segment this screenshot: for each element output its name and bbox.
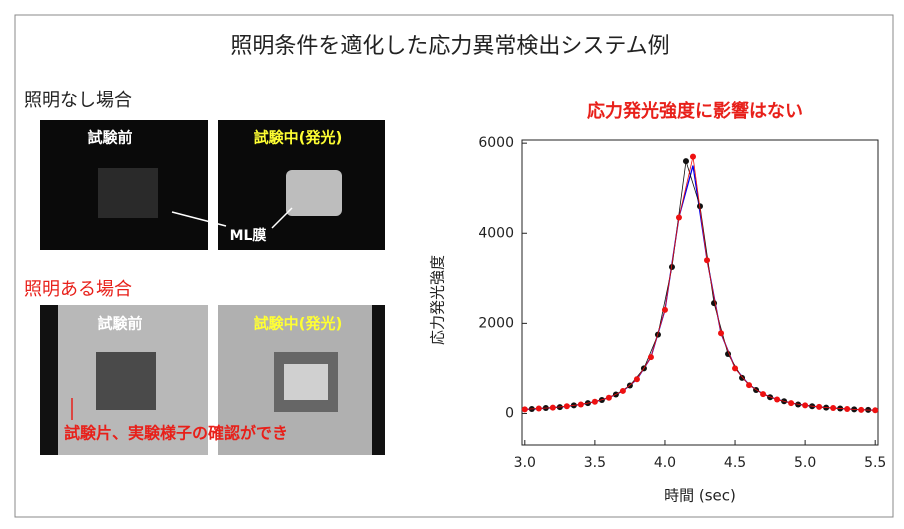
point xyxy=(816,404,822,410)
point xyxy=(858,407,864,413)
point xyxy=(788,400,794,406)
x-tick-label: 3.5 xyxy=(584,455,606,471)
y-tick-label: 6000 xyxy=(478,135,514,151)
point xyxy=(760,391,766,397)
point xyxy=(634,376,640,382)
point xyxy=(662,307,668,313)
point xyxy=(718,330,724,336)
photo-glow xyxy=(286,170,342,216)
photo-sample xyxy=(96,352,156,410)
panel-heading: 照明ある場合 xyxy=(24,279,132,300)
panel-heading: 照明なし場合 xyxy=(24,90,132,111)
photo-sample xyxy=(98,168,158,218)
point xyxy=(802,402,808,408)
point xyxy=(522,406,528,412)
photo-label: 試験前 xyxy=(87,129,132,147)
point xyxy=(746,382,752,388)
point xyxy=(830,405,836,411)
point xyxy=(872,407,878,413)
point xyxy=(711,300,717,306)
point xyxy=(564,403,570,409)
point xyxy=(844,406,850,412)
point xyxy=(676,214,682,220)
point xyxy=(620,388,626,394)
x-axis-label: 時間 (sec) xyxy=(664,487,736,505)
point xyxy=(550,405,556,411)
photo-edge xyxy=(372,305,385,455)
photo-edge xyxy=(40,305,58,455)
x-tick-label: 4.0 xyxy=(654,455,676,471)
photo-label: 試験中(発光) xyxy=(254,129,343,147)
y-tick-label: 4000 xyxy=(478,225,514,241)
x-tick-label: 5.5 xyxy=(864,455,886,471)
point xyxy=(536,406,542,412)
point xyxy=(690,154,696,160)
x-tick-label: 5.0 xyxy=(794,455,816,471)
y-axis-label: 応力発光強度 xyxy=(429,255,447,345)
x-tick-label: 3.0 xyxy=(514,455,536,471)
slide: 照明条件を適化した応力異常検出システム例 照明なし場合 試験前 試験中(発光) … xyxy=(0,0,904,529)
point xyxy=(648,354,654,360)
photo-sample xyxy=(284,364,328,400)
point xyxy=(683,158,689,164)
y-tick-label: 2000 xyxy=(478,315,514,331)
point xyxy=(704,257,710,263)
point xyxy=(578,401,584,407)
point xyxy=(606,395,612,401)
point xyxy=(732,365,738,371)
point xyxy=(592,399,598,405)
photo-label: 試験中(発光) xyxy=(254,315,343,333)
page: {"title": "照明条件を適化した応力異常検出システム例", "panel… xyxy=(0,0,904,529)
point xyxy=(774,396,780,402)
chart-title: 応力発光強度に影響はない xyxy=(587,100,803,122)
annotation: 試験片、実験様子の確認ができ xyxy=(64,424,288,443)
x-tick-label: 4.5 xyxy=(724,455,746,471)
slide-title: 照明条件を適化した応力異常検出システム例 xyxy=(230,34,669,59)
point xyxy=(739,375,745,381)
annotation: ML膜 xyxy=(230,227,267,244)
photo-label: 試験前 xyxy=(97,315,142,333)
y-tick-label: 0 xyxy=(505,405,514,421)
